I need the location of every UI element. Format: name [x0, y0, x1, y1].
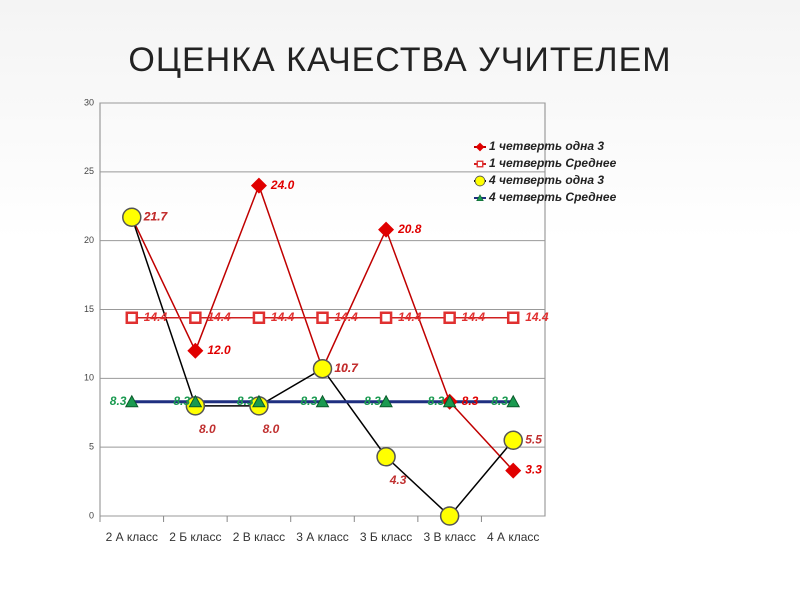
marker: [252, 311, 266, 325]
x-tick-label: 2 А класс: [106, 530, 158, 544]
marker: [316, 311, 329, 325]
value-label: 8.3: [110, 394, 127, 408]
marker: [439, 506, 460, 526]
marker: [250, 177, 267, 194]
marker: [312, 358, 333, 379]
value-label: 10.7: [335, 361, 360, 375]
legend-marker: [476, 160, 484, 168]
value-label: 5.5: [525, 432, 542, 446]
value-label: 24.0: [270, 178, 295, 192]
marker: [124, 394, 139, 408]
value-label: 14.4: [462, 310, 486, 324]
value-label: 21.7: [143, 209, 169, 223]
marker: [252, 394, 266, 408]
value-label: 14.4: [207, 310, 231, 324]
value-label: 8.0: [199, 422, 216, 436]
value-label: 8.0: [263, 422, 280, 436]
value-label: 14.4: [271, 310, 295, 324]
legend-label: 1 четверть одна 3: [489, 139, 604, 153]
x-tick-label: 3 А класс: [296, 530, 348, 544]
value-label: 8.3: [237, 394, 254, 408]
y-tick-label: 0: [89, 510, 94, 520]
legend-label: 1 четверть Среднее: [489, 156, 617, 170]
marker: [122, 207, 142, 228]
value-label: 12.0: [207, 343, 231, 357]
y-tick-label: 25: [84, 166, 94, 176]
chart-title: ОЦЕНКА КАЧЕСТВА УЧИТЕЛЕМ: [128, 41, 671, 79]
legend-marker: [474, 175, 486, 187]
legend-label: 4 четверть одна 3: [488, 173, 604, 187]
value-label: 8.3: [491, 394, 508, 408]
y-tick-label: 10: [84, 373, 94, 383]
marker: [376, 447, 396, 467]
legend-marker: [476, 194, 484, 202]
x-tick-label: 3 Б класс: [360, 530, 412, 544]
marker: [315, 394, 330, 408]
marker: [506, 394, 521, 408]
marker: [379, 311, 393, 325]
marker: [125, 311, 139, 325]
x-tick-label: 2 Б класс: [169, 530, 221, 544]
y-tick-label: 30: [84, 97, 94, 107]
value-label: 3.3: [525, 463, 542, 477]
y-tick-label: 20: [84, 235, 94, 245]
value-label: 8.3: [462, 394, 479, 408]
value-label: 14.4: [525, 310, 549, 324]
value-label: 14.4: [335, 310, 359, 324]
y-tick-label: 5: [89, 442, 94, 452]
marker: [505, 462, 522, 479]
marker: [188, 394, 203, 408]
value-label: 4.3: [389, 473, 407, 487]
marker: [443, 311, 456, 325]
marker: [187, 342, 204, 359]
marker: [506, 311, 520, 325]
value-label: 8.3: [301, 394, 318, 408]
marker: [378, 221, 395, 238]
value-label: 14.4: [144, 310, 168, 324]
value-label: 14.4: [398, 310, 422, 324]
value-label: 10.7: [335, 361, 360, 375]
x-tick-label: 3 В класс: [423, 530, 475, 544]
value-label: 8.3: [428, 394, 445, 408]
marker: [379, 394, 393, 408]
marker: [189, 311, 202, 325]
x-tick-label: 2 В класс: [233, 530, 285, 544]
marker: [442, 394, 457, 408]
value-label: 21.7: [143, 209, 169, 223]
value-label: 8.3: [364, 394, 381, 408]
x-tick-label: 4 А класс: [487, 530, 539, 544]
value-label: 8.3: [173, 394, 190, 408]
legend-label: 4 четверть Среднее: [488, 190, 617, 204]
y-tick-label: 15: [84, 304, 94, 314]
marker: [503, 430, 523, 451]
value-label: 20.8: [397, 222, 422, 236]
